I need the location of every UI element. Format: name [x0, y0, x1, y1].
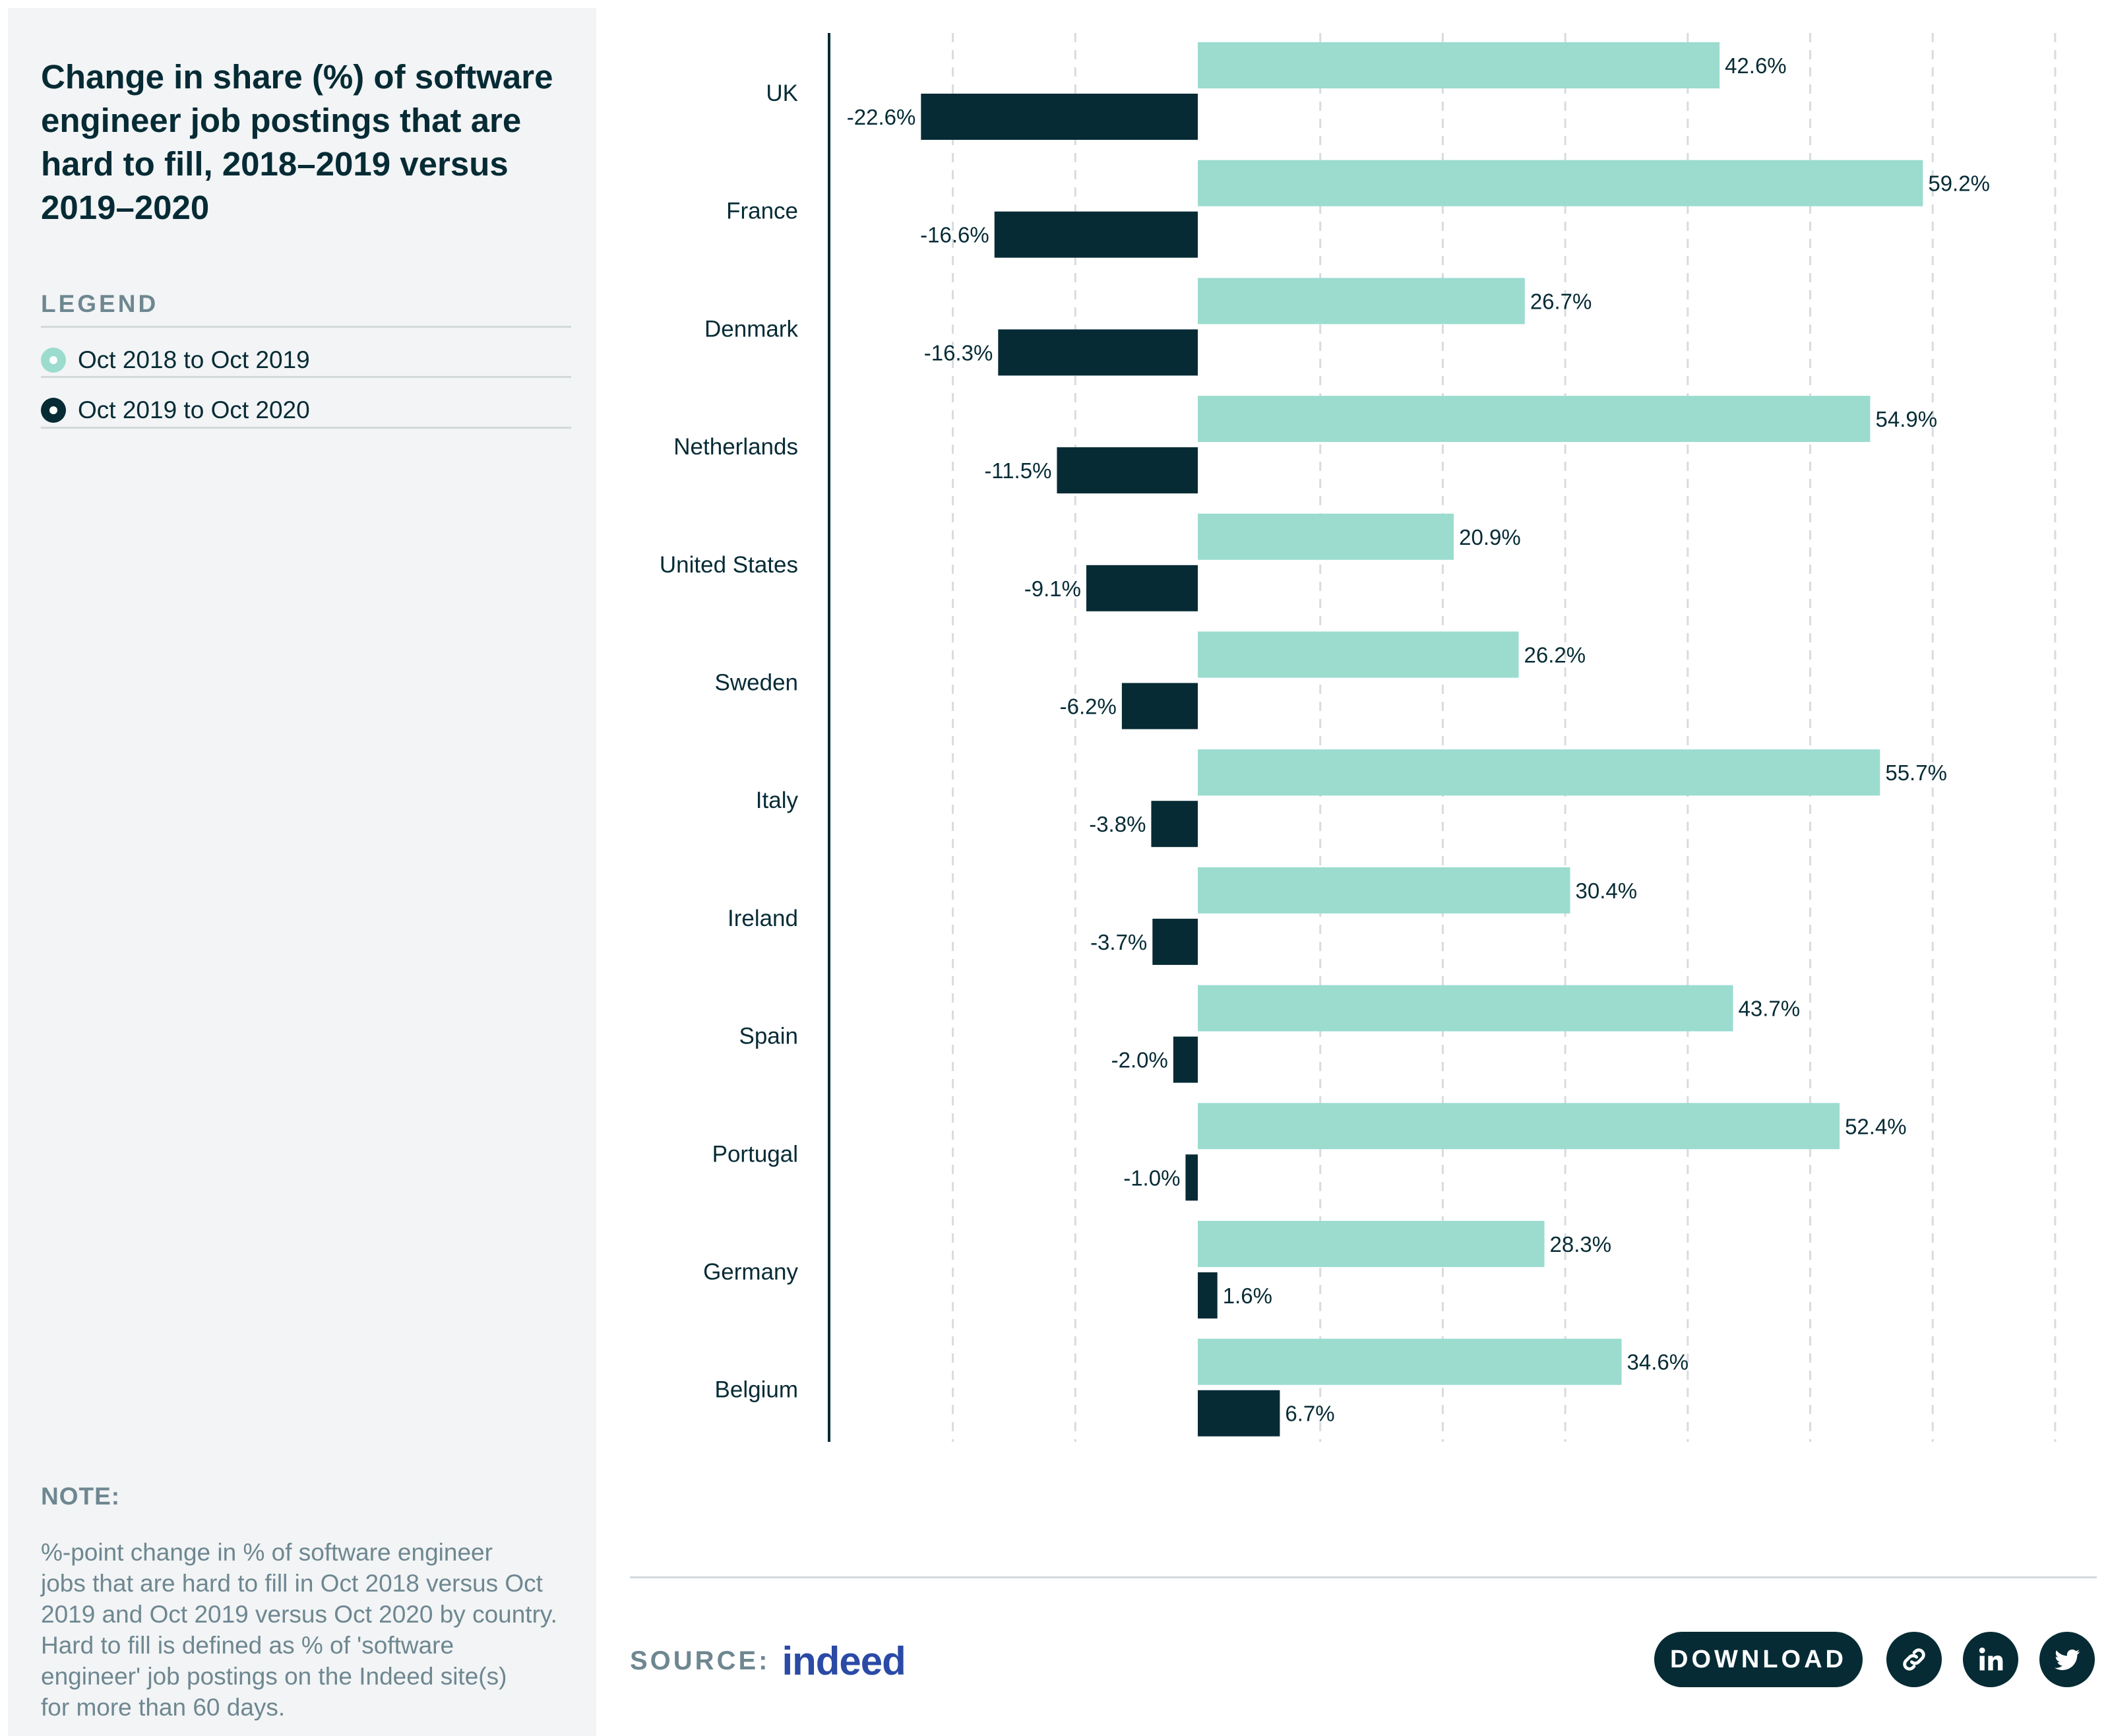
data-label: 59.2% — [1928, 171, 1990, 196]
bar-2020 — [1173, 1036, 1198, 1083]
data-label: 20.9% — [1459, 525, 1521, 549]
data-label: 30.4% — [1576, 879, 1638, 903]
bar-2020 — [1152, 918, 1198, 965]
note-line: %-point change in % of software engineer — [41, 1539, 493, 1566]
bar-2019 — [1198, 160, 1923, 206]
copy-link-button[interactable] — [1886, 1632, 1942, 1687]
legend-dot-2020 — [41, 398, 66, 423]
data-label: -1.0% — [1123, 1165, 1180, 1190]
legend-divider — [41, 427, 571, 429]
data-label: 34.6% — [1627, 1350, 1689, 1375]
indeed-logo[interactable]: indeed — [782, 1639, 906, 1683]
note-text: %-point change in % of software engineer… — [41, 1537, 588, 1723]
note-line: jobs that are hard to fill in Oct 2018 v… — [41, 1570, 543, 1597]
bar-2020 — [1086, 565, 1198, 611]
category-label: Sweden — [715, 670, 798, 696]
data-label: -11.5% — [984, 458, 1051, 483]
category-label: UK — [766, 80, 798, 106]
linkedin-share-button[interactable] — [1963, 1632, 2018, 1687]
legend-item-2019[interactable]: Oct 2018 to Oct 2019 — [41, 335, 310, 385]
data-label: 26.2% — [1524, 643, 1586, 667]
bar-2019 — [1198, 749, 1880, 796]
data-label: -9.1% — [1024, 576, 1081, 601]
data-label: 55.7% — [1885, 760, 1947, 785]
category-label: Netherlands — [673, 434, 798, 460]
category-label: France — [726, 199, 798, 224]
bar-2020 — [921, 94, 1198, 140]
note-line: 2019 and Oct 2019 versus Oct 2020 by cou… — [41, 1601, 557, 1628]
source-label: SOURCE: — [630, 1646, 770, 1675]
bar-2019 — [1198, 513, 1454, 560]
data-label: 6.7% — [1285, 1402, 1334, 1426]
data-label: 54.9% — [1875, 407, 1937, 431]
note-heading: NOTE: — [41, 1483, 121, 1510]
category-label: Belgium — [715, 1377, 798, 1403]
sidebar-panel: Change in share (%) of software engineer… — [8, 8, 596, 1736]
title-line: 2019–2020 — [41, 189, 210, 226]
data-label: -3.8% — [1089, 812, 1146, 836]
legend-item-2020[interactable]: Oct 2019 to Oct 2020 — [41, 385, 310, 435]
bar-2019 — [1198, 42, 1720, 88]
bar-2020 — [1198, 1390, 1280, 1437]
twitter-icon — [2054, 1649, 2080, 1671]
note-line: engineer' job postings on the Indeed sit… — [41, 1663, 507, 1690]
category-label: Ireland — [728, 906, 798, 931]
bar-2019 — [1198, 396, 1871, 443]
bar-2020 — [1198, 1272, 1218, 1318]
data-label: -6.2% — [1060, 695, 1117, 719]
data-label: 42.6% — [1725, 53, 1787, 78]
title-line: Change in share (%) of software — [41, 58, 553, 96]
data-label: 26.7% — [1530, 289, 1592, 313]
bar-2020 — [1185, 1154, 1198, 1201]
data-label: 1.6% — [1223, 1284, 1272, 1308]
data-label: -3.7% — [1090, 930, 1147, 954]
note-line: for more than 60 days. — [41, 1694, 286, 1721]
bar-chart: UK 42.6% -22.6% France 59.2% -16.6% Denmark 26.… — [660, 33, 2057, 1442]
legend-heading: LEGEND — [41, 290, 159, 317]
category-label: United States — [660, 552, 798, 578]
bar-2020 — [994, 211, 1198, 258]
legend-label-2019: Oct 2018 to Oct 2019 — [78, 346, 310, 373]
data-label: 43.7% — [1739, 997, 1801, 1021]
bar-2019 — [1198, 1338, 1622, 1385]
bar-2020 — [1121, 683, 1198, 729]
category-label: Italy — [756, 788, 799, 813]
legend-divider — [41, 376, 571, 378]
bar-2020 — [1151, 801, 1198, 848]
legend-divider — [41, 326, 571, 328]
data-label: -16.3% — [924, 340, 993, 365]
bar-2019 — [1198, 631, 1519, 678]
source-credit: SOURCE: indeed — [630, 1638, 906, 1684]
data-label: -16.6% — [920, 223, 989, 247]
category-label: Denmark — [704, 316, 798, 342]
bar-2019 — [1198, 985, 1733, 1032]
bar-2019 — [1198, 867, 1570, 914]
legend-label-2020: Oct 2019 to Oct 2020 — [78, 396, 310, 423]
data-label: 52.4% — [1845, 1114, 1907, 1138]
bar-2020 — [998, 329, 1198, 376]
data-label: 28.3% — [1550, 1232, 1612, 1256]
note-line: Hard to fill is defined as % of 'softwar… — [41, 1632, 454, 1659]
category-label: Portugal — [712, 1141, 798, 1167]
data-label: -22.6% — [847, 105, 916, 129]
twitter-share-button[interactable] — [2039, 1632, 2095, 1687]
bar-2019 — [1198, 1221, 1545, 1267]
bar-2020 — [1057, 447, 1198, 494]
footer-divider — [630, 1576, 2097, 1578]
download-button[interactable]: DOWNLOAD — [1654, 1632, 1863, 1687]
link-icon — [1903, 1648, 1925, 1671]
data-label: -2.0% — [1111, 1048, 1168, 1072]
category-label: Spain — [739, 1024, 798, 1049]
bar-2019 — [1198, 278, 1525, 325]
title-line: engineer job postings that are — [41, 102, 522, 139]
chart-title: Change in share (%) of software engineer… — [41, 55, 569, 230]
linkedin-icon — [1979, 1647, 2003, 1671]
category-label: Germany — [703, 1259, 798, 1285]
bar-2019 — [1198, 1103, 1840, 1150]
legend-dot-2019 — [41, 348, 66, 373]
title-line: hard to fill, 2018–2019 versus — [41, 145, 509, 183]
